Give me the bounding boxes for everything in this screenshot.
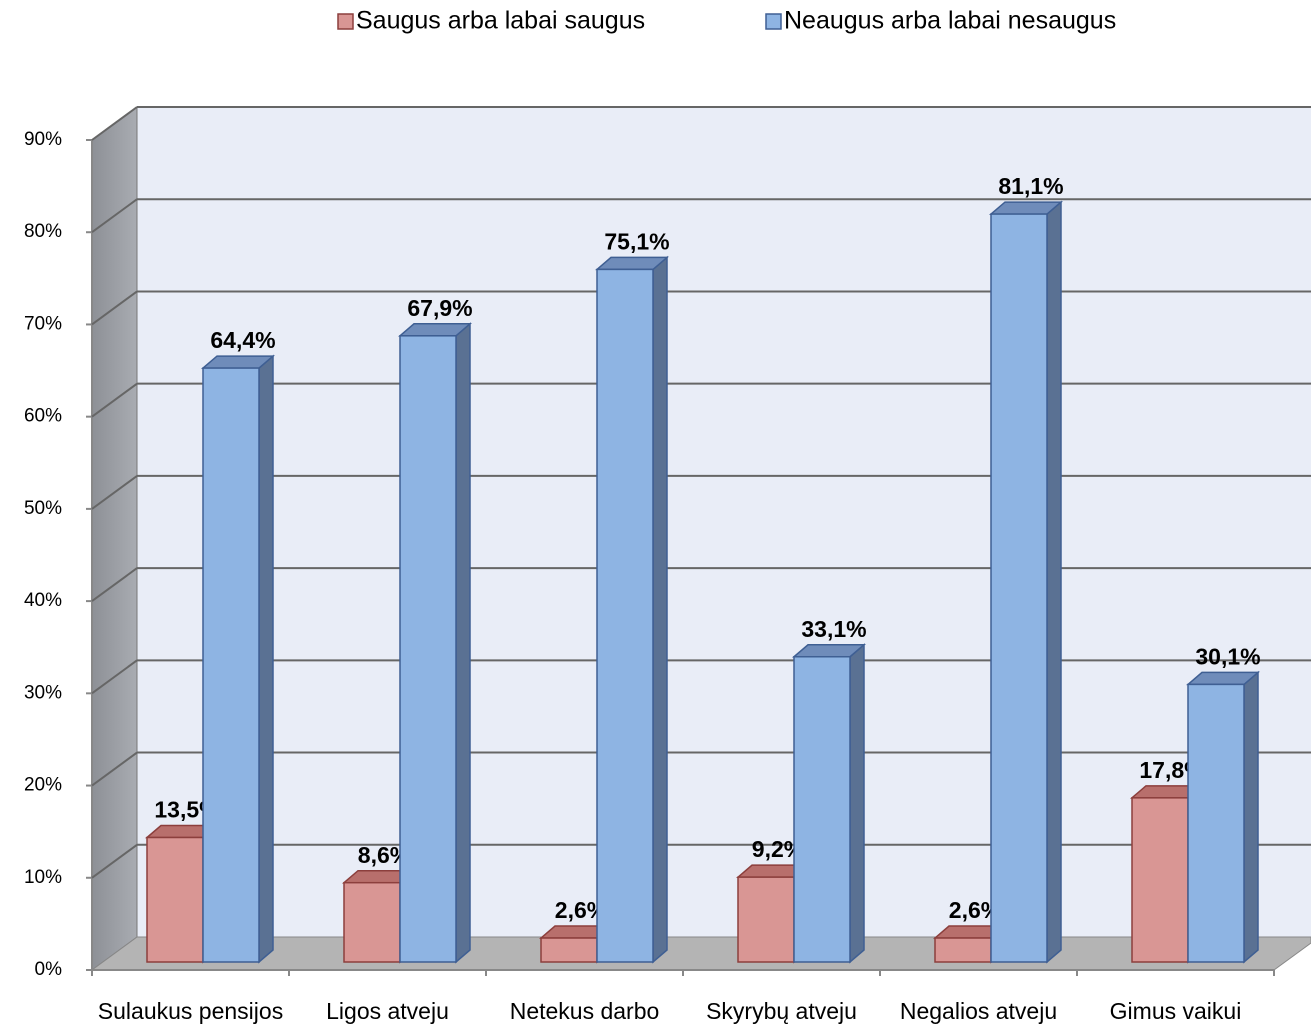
data-label: 30,1% (1195, 643, 1260, 669)
y-tick-label: 50% (24, 498, 62, 519)
y-tick-label: 30% (24, 682, 62, 703)
grid-line (91, 475, 138, 510)
grid-line (91, 567, 138, 602)
x-tick-label: Sulaukus pensijos (98, 998, 283, 1024)
grid-line (91, 843, 138, 879)
bar-side (455, 322, 471, 964)
x-tick-label: Gimus vaikui (1110, 998, 1242, 1024)
side-wall (91, 106, 138, 971)
y-tick-label: 60% (24, 406, 62, 427)
y-tick-label: 20% (24, 775, 62, 796)
bar (146, 836, 204, 963)
legend-label: Neaugus arba labai nesaugus (784, 7, 1116, 35)
y-tick-label: 80% (24, 221, 62, 242)
bar (934, 937, 992, 963)
y-tick-label: 40% (24, 590, 62, 611)
data-label: 81,1% (998, 173, 1063, 199)
x-tick-label: Skyrybų atveju (706, 998, 857, 1024)
grid-line (91, 382, 138, 418)
x-tick-label: Netekus darbo (510, 998, 660, 1024)
x-tick-label: Ligos atveju (326, 998, 449, 1024)
grid-line (91, 290, 138, 326)
y-tick-label: 70% (24, 313, 62, 334)
bar (343, 881, 401, 963)
legend-label: Saugus arba labai saugus (356, 7, 645, 35)
y-tick-label: 10% (24, 867, 62, 888)
bar-side (1243, 670, 1259, 964)
bar (737, 876, 795, 963)
bar-side (849, 643, 865, 964)
legend-swatch (765, 13, 782, 30)
bar-side (652, 255, 668, 964)
y-tick-label: 90% (24, 129, 62, 150)
data-label: 33,1% (801, 616, 866, 642)
grid-line (91, 751, 138, 787)
grid-line (91, 198, 138, 234)
grid-line (91, 659, 138, 695)
bar (1187, 683, 1245, 963)
data-label: 75,1% (604, 228, 669, 254)
bar-side (258, 354, 274, 964)
bar-side (1046, 200, 1062, 964)
grid-line (91, 106, 138, 141)
bar (1131, 797, 1189, 963)
bar (793, 655, 851, 963)
y-tick-label: 0% (35, 959, 63, 980)
bar (202, 367, 260, 963)
bar (990, 213, 1048, 963)
bar (399, 335, 457, 963)
bar (540, 937, 598, 963)
legend-swatch (337, 13, 354, 30)
floor (90, 936, 1311, 971)
data-label: 67,9% (407, 295, 472, 321)
x-tick-label: Negalios atveju (900, 998, 1057, 1024)
bar (596, 268, 654, 963)
data-label: 64,4% (210, 327, 275, 353)
